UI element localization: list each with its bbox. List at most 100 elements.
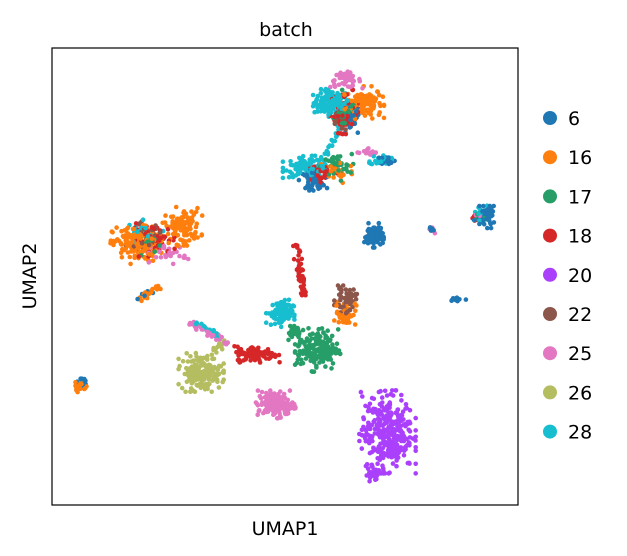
- scatter-point-batch-18: [241, 358, 246, 363]
- scatter-point-batch-28: [288, 159, 293, 164]
- scatter-point-batch-28: [201, 323, 207, 329]
- scatter-point-batch-22: [347, 287, 353, 293]
- scatter-point-batch-20: [406, 427, 412, 433]
- scatter-point-batch-16: [375, 89, 381, 94]
- scatter-point-batch-17: [335, 154, 341, 159]
- scatter-point-batch-20: [393, 410, 399, 416]
- scatter-point-batch-26: [197, 358, 202, 364]
- scatter-point-batch-25: [275, 398, 280, 404]
- scatter-point-batch-16: [168, 224, 174, 229]
- scatter-point-batch-20: [406, 440, 412, 445]
- scatter-point-batch-20: [400, 409, 406, 415]
- scatter-point-batch-17: [323, 364, 328, 369]
- scatter-point-batch-20: [393, 452, 399, 457]
- scatter-point-batch-6: [385, 158, 390, 163]
- scatter-point-batch-26: [185, 371, 191, 377]
- scatter-point-batch-16: [149, 236, 155, 241]
- scatter-point-batch-28: [272, 316, 278, 321]
- scatter-point-batch-17: [300, 360, 306, 366]
- scatter-point-batch-17: [329, 366, 334, 371]
- scatter-point-batch-20: [384, 413, 389, 419]
- scatter-point-batch-25: [345, 75, 350, 80]
- scatter-point-batch-17: [326, 158, 332, 164]
- scatter-point-batch-17: [325, 344, 331, 349]
- scatter-point-batch-6: [369, 235, 375, 241]
- scatter-point-batch-16: [165, 231, 171, 237]
- scatter-point-batch-22: [139, 241, 145, 246]
- scatter-point-batch-17: [328, 337, 333, 343]
- scatter-point-batch-16: [354, 303, 359, 308]
- legend-label-22: 22: [568, 304, 592, 326]
- scatter-point-batch-16: [118, 240, 124, 246]
- scatter-point-batch-20: [358, 389, 364, 395]
- legend-marker-16: [543, 150, 557, 165]
- scatter-point-batch-16: [79, 381, 84, 387]
- scatter-point-batch-6: [380, 231, 386, 236]
- scatter-point-batch-28: [367, 160, 372, 166]
- scatter-point-batch-16: [78, 386, 83, 392]
- scatter-point-batch-26: [216, 385, 222, 390]
- scatter-point-batch-18: [349, 121, 355, 127]
- scatter-point-batch-17: [298, 350, 304, 356]
- scatter-point-batch-26: [176, 356, 181, 362]
- scatter-point-batch-17: [309, 369, 315, 374]
- scatter-point-batch-26: [188, 386, 194, 391]
- scatter-point-batch-25: [225, 340, 231, 345]
- scatter-point-batch-25: [281, 391, 287, 397]
- scatter-point-batch-18: [257, 360, 263, 365]
- scatter-point-batch-28: [477, 218, 482, 223]
- scatter-point-batch-22: [353, 296, 359, 302]
- scatter-point-batch-16: [362, 113, 368, 118]
- scatter-point-batch-20: [403, 402, 409, 407]
- scatter-point-batch-18: [296, 253, 301, 258]
- scatter-point-batch-6: [365, 240, 371, 246]
- scatter-point-batch-17: [329, 333, 335, 339]
- scatter-point-batch-26: [204, 357, 210, 362]
- scatter-point-batch-26: [176, 366, 181, 372]
- scatter-point-batch-17: [295, 329, 301, 335]
- scatter-point-batch-20: [382, 388, 388, 394]
- scatter-point-batch-26: [191, 358, 196, 363]
- scatter-point-batch-17: [318, 334, 323, 339]
- scatter-point-batch-16: [114, 237, 120, 242]
- scatter-point-batch-6: [305, 175, 310, 181]
- scatter-point-batch-6: [324, 185, 330, 191]
- scatter-point-batch-28: [286, 302, 292, 308]
- scatter-point-batch-16: [189, 209, 194, 214]
- scatter-point-batch-25: [348, 70, 353, 75]
- scatter-point-batch-20: [413, 415, 419, 421]
- scatter-point-batch-20: [390, 461, 396, 466]
- scatter-point-batch-6: [347, 125, 353, 130]
- scatter-point-batch-20: [372, 431, 378, 436]
- scatter-point-batch-17: [292, 349, 298, 354]
- scatter-point-batch-16: [376, 92, 382, 98]
- scatter-point-batch-28: [325, 98, 331, 103]
- scatter-point-batch-16: [73, 380, 78, 385]
- scatter-point-batch-20: [364, 427, 369, 433]
- scatter-point-batch-16: [340, 313, 345, 318]
- scatter-point-batch-17: [317, 338, 323, 344]
- scatter-point-batch-16: [348, 313, 354, 318]
- y-axis-label: UMAP2: [19, 243, 41, 310]
- scatter-point-batch-26: [209, 389, 214, 395]
- scatter-point-batch-25: [357, 76, 362, 82]
- scatter-point-batch-20: [377, 420, 382, 425]
- scatter-point-batch-20: [402, 421, 408, 427]
- scatter-point-batch-17: [348, 104, 354, 109]
- scatter-point-batch-28: [342, 101, 347, 106]
- scatter-point-batch-18: [277, 360, 282, 365]
- scatter-point-batch-16: [170, 220, 175, 226]
- scatter-point-batch-6: [376, 227, 382, 233]
- scatter-point-batch-28: [289, 171, 295, 176]
- scatter-point-batch-22: [351, 287, 356, 292]
- scatter-point-batch-16: [368, 96, 374, 102]
- scatter-point-batch-16: [370, 106, 376, 111]
- scatter-point-batch-20: [357, 438, 362, 444]
- scatter-point-batch-20: [363, 403, 368, 409]
- scatter-point-batch-16: [368, 112, 374, 117]
- scatter-point-batch-20: [364, 473, 370, 478]
- scatter-point-batch-20: [386, 443, 391, 449]
- scatter-point-batch-25: [341, 72, 347, 77]
- scatter-point-batch-22: [346, 291, 352, 297]
- scatter-point-batch-16: [365, 101, 371, 107]
